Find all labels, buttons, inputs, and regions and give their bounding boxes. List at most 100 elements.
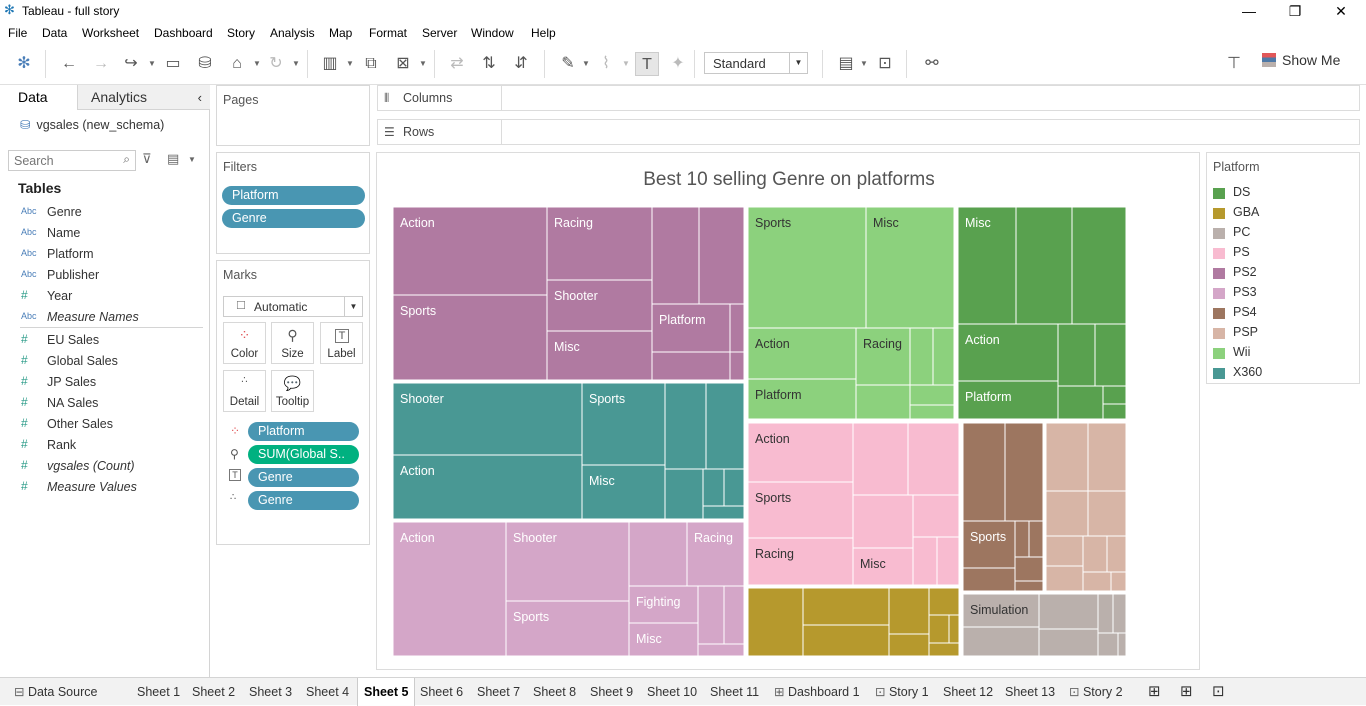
rows-shelf[interactable]: ☰ Rows [377,119,1360,145]
field-item[interactable]: Abc Genre [0,202,209,223]
treemap-cell[interactable] [1046,423,1088,491]
treemap-cell[interactable] [1088,491,1126,536]
replay-icon[interactable]: ↪ [119,52,143,76]
sheet-tab[interactable]: Sheet 7 [471,678,526,706]
search-input[interactable] [14,153,114,168]
sheet-tab[interactable]: Sheet 5 [357,678,415,706]
collapse-icon[interactable]: ‹ [198,85,202,110]
treemap-cell[interactable] [706,383,744,469]
menu-format[interactable]: Format [369,26,407,40]
field-item[interactable]: # Other Sales [0,414,209,435]
sheet-tab[interactable]: Sheet 4 [300,678,355,706]
color-button[interactable]: ⁘ Color [223,322,266,364]
chevron-down-icon[interactable]: ▼ [188,155,196,164]
show-cards-icon[interactable]: ▤ [834,52,858,76]
treemap-cell[interactable] [1015,581,1043,591]
sheet-tab[interactable]: Sheet 2 [186,678,241,706]
menu-analysis[interactable]: Analysis [270,26,315,40]
marks-pill-genre-label[interactable]: Genre [248,468,359,487]
treemap-cell[interactable] [547,331,652,380]
treemap-cell[interactable] [1072,207,1126,324]
field-item[interactable]: # Global Sales [0,351,209,372]
field-item[interactable]: # JP Sales [0,372,209,393]
treemap-cell[interactable] [913,495,959,537]
menu-worksheet[interactable]: Worksheet [82,26,139,40]
treemap-cell[interactable] [1005,423,1043,521]
show-mark-labels-icon[interactable]: T [635,52,659,76]
redo-icon[interactable]: → [89,52,113,76]
treemap-cell[interactable] [853,423,908,495]
new-worksheet-icon[interactable]: ⊞ [1142,678,1167,706]
treemap-cell[interactable] [1039,594,1098,629]
new-dashboard-icon[interactable]: ⊞ [1174,678,1199,706]
marks-pill-platform[interactable]: Platform [248,422,359,441]
refresh-caret-icon[interactable]: ▼ [292,52,300,76]
highlight-caret-icon[interactable]: ▼ [582,52,590,76]
sheet-tab[interactable]: Sheet 9 [584,678,639,706]
treemap-cell[interactable] [665,383,706,469]
chevron-down-icon[interactable]: ▼ [789,53,807,73]
treemap-cell[interactable] [1103,386,1126,404]
menu-map[interactable]: Map [329,26,352,40]
filters-card[interactable]: Filters Platform Genre [216,152,370,254]
field-item[interactable]: # NA Sales [0,393,209,414]
format-painter-icon[interactable]: ⊤ [1222,52,1246,76]
treemap-cell[interactable] [1015,557,1043,581]
menu-server[interactable]: Server [422,26,457,40]
fit-dropdown[interactable]: Standard ▼ [704,52,808,74]
treemap-cell[interactable] [1088,423,1126,491]
field-item[interactable]: # Measure Values [0,477,209,498]
duplicate-sheet-icon[interactable]: ⧉ [359,52,383,76]
detail-button[interactable]: ∴ Detail [223,370,266,412]
filter-icon[interactable]: ⊽ [142,151,152,167]
clear-caret-icon[interactable]: ▼ [419,52,427,76]
field-item[interactable]: Abc Publisher [0,265,209,286]
new-worksheet-icon[interactable]: ▥ [318,52,342,76]
treemap-cell[interactable] [889,588,929,634]
treemap-cell[interactable] [1107,536,1126,572]
treemap-cell[interactable] [1046,491,1088,536]
treemap-cell[interactable] [665,469,703,519]
treemap-cell[interactable] [1111,572,1126,591]
treemap-cell[interactable] [803,625,889,656]
pages-card[interactable]: Pages [216,85,370,146]
save-icon[interactable]: ▭ [161,52,185,76]
menu-dashboard[interactable]: Dashboard [154,26,213,40]
treemap-cell[interactable] [1113,594,1126,633]
sheet-tab[interactable]: Sheet 3 [243,678,298,706]
close-icon[interactable]: ✕ [1328,2,1354,20]
treemap-cell[interactable] [929,615,949,643]
field-item[interactable]: Abc Platform [0,244,209,265]
menu-data[interactable]: Data [42,26,67,40]
sheet-tab[interactable]: ⊟ Data Source [8,678,103,706]
sheet-tab[interactable]: Sheet 12 [937,678,999,706]
treemap-cell[interactable] [1046,566,1083,591]
sheet-tab[interactable]: Sheet 6 [414,678,469,706]
replay-caret-icon[interactable]: ▼ [148,52,156,76]
treemap-cell[interactable] [1015,521,1029,557]
treemap-cell[interactable] [698,586,724,644]
treemap-cell[interactable] [933,328,954,385]
treemap-cell[interactable] [1083,536,1107,572]
treemap-cell[interactable] [963,423,1005,521]
minimize-icon[interactable]: — [1236,2,1262,20]
field-item[interactable]: # EU Sales [0,330,209,351]
undo-icon[interactable]: ← [57,52,81,76]
treemap-cell[interactable] [963,568,1015,591]
sheet-tab[interactable]: ⊞ Dashboard 1 [768,678,866,706]
pause-caret-icon[interactable]: ▼ [253,52,261,76]
treemap-cell[interactable] [1039,629,1098,656]
treemap-cell[interactable] [652,352,730,380]
treemap-cell[interactable] [748,588,803,656]
treemap-cell[interactable] [937,537,959,585]
datasource-item[interactable]: ⛁ vgsales (new_schema) [20,117,164,135]
presentation-mode-icon[interactable]: ⊡ [873,52,897,76]
sheet-tab[interactable]: Sheet 1 [131,678,186,706]
treemap-cell[interactable] [929,643,959,656]
treemap-cell[interactable] [889,634,929,656]
sheet-tab[interactable]: Sheet 8 [527,678,582,706]
sheet-tab[interactable]: Sheet 11 [704,678,765,706]
sort-descending-icon[interactable]: ⇵ [509,52,533,76]
menu-help[interactable]: Help [531,26,556,40]
tableau-home-icon[interactable]: ✻ [12,52,36,76]
